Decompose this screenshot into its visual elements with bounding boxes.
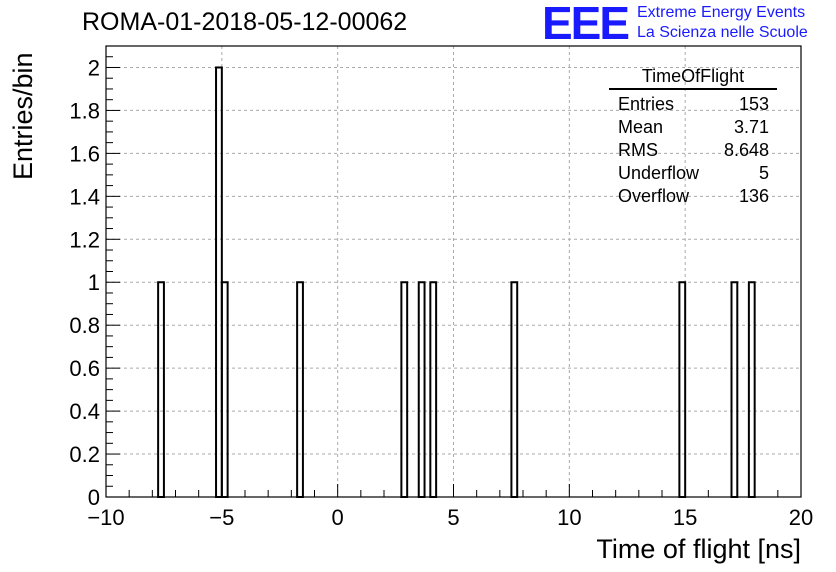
x-tick-label: −5 <box>209 505 234 530</box>
x-tick-label: 10 <box>557 505 581 530</box>
y-tick-label: 1.8 <box>69 98 100 123</box>
y-tick-label: 0 <box>88 485 100 510</box>
histogram-bin <box>417 281 426 498</box>
histogram-bin <box>157 281 165 498</box>
stats-box: TimeOfFlight Entries 153 Mean 3.71 RMS 8… <box>609 66 777 208</box>
y-tick-label: 1.6 <box>69 141 100 166</box>
logo-line-1: Extreme Energy Events <box>637 4 806 21</box>
plot-title: ROMA-01-2018-05-12-00062 <box>82 8 408 36</box>
x-tick-label: 15 <box>673 505 697 530</box>
histogram-bin <box>429 281 438 498</box>
stats-label: Underflow <box>618 163 700 183</box>
y-tick-label: 1.4 <box>69 184 100 209</box>
stats-label: Mean <box>618 117 664 137</box>
stats-label: Overflow <box>618 186 690 206</box>
stats-value: 5 <box>758 163 769 183</box>
stats-value: 136 <box>738 186 769 206</box>
x-axis-label: Time of flight [ns] <box>596 534 801 564</box>
stats-label: Entries <box>618 94 675 114</box>
y-tick-label: 0.8 <box>69 313 100 338</box>
x-tick-label: 5 <box>447 505 459 530</box>
histogram-bin <box>400 281 409 498</box>
stats-row-rms: RMS 8.648 <box>609 139 777 162</box>
y-axis-label: Entries/bin <box>8 52 38 180</box>
histogram-bin <box>747 281 756 498</box>
stats-row-overflow: Overflow 136 <box>609 185 777 208</box>
x-tick-label: 20 <box>789 505 813 530</box>
stats-row-mean: Mean 3.71 <box>609 116 777 139</box>
y-tick-label: 2 <box>88 55 100 80</box>
stats-value: 8.648 <box>723 140 769 160</box>
logo-line-2: La Scienza nelle Scuole <box>637 24 808 41</box>
y-tick-label: 1 <box>88 270 100 295</box>
stats-row-underflow: Underflow 5 <box>609 162 777 185</box>
stats-value: 3.71 <box>733 117 769 137</box>
histogram-bin <box>220 281 229 498</box>
histogram-bin <box>678 281 687 498</box>
y-tick-label: 1.2 <box>69 227 100 252</box>
stats-row-entries: Entries 153 <box>609 93 777 116</box>
y-tick-label: 0.4 <box>69 399 100 424</box>
eee-logo: EEE <box>542 0 630 49</box>
y-tick-label: 0.2 <box>69 442 100 467</box>
x-tick-label: 0 <box>332 505 344 530</box>
x-tick-label: −10 <box>87 505 124 530</box>
logo-caption: Extreme Energy Events La Scienza nelle S… <box>637 3 808 43</box>
histogram-bin <box>730 281 739 498</box>
stats-value: 153 <box>738 94 769 114</box>
stats-title: TimeOfFlight <box>609 66 777 90</box>
histogram-bin <box>296 281 304 498</box>
stats-label: RMS <box>618 140 658 160</box>
histogram-bin <box>510 281 519 498</box>
y-tick-label: 0.6 <box>69 356 100 381</box>
